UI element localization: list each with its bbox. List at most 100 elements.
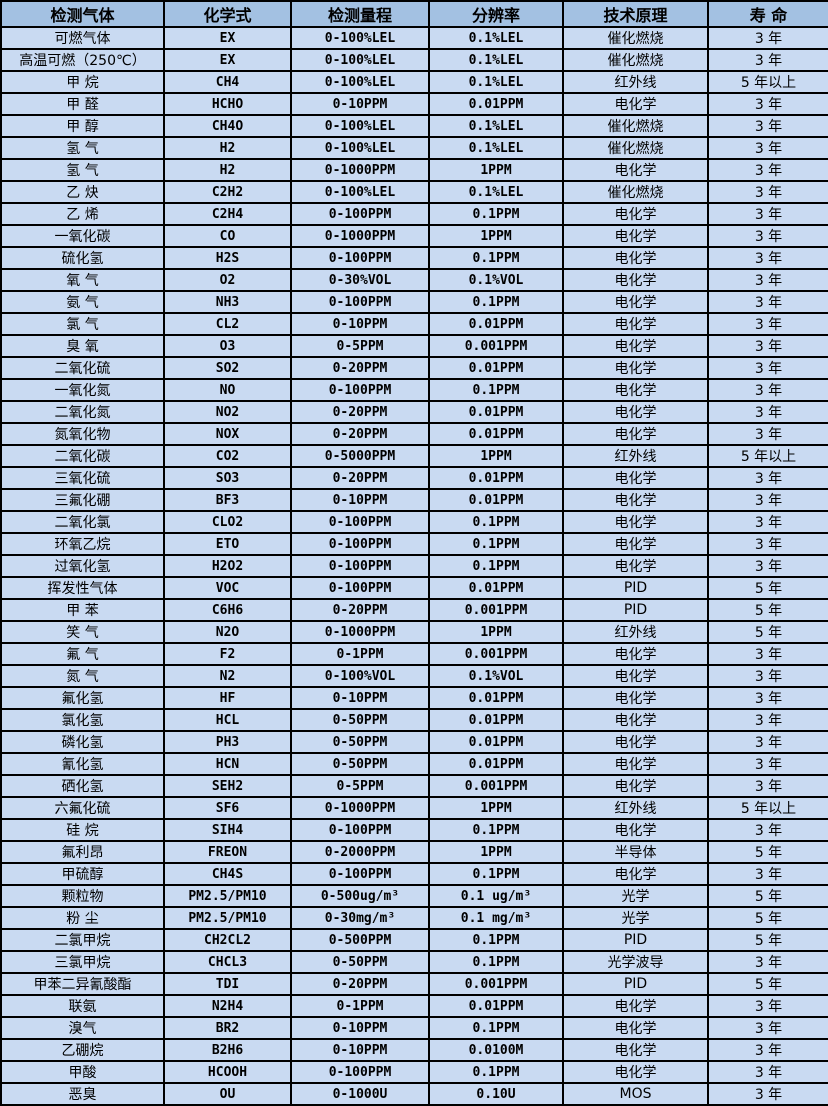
principle-cell: PID xyxy=(562,576,709,600)
gas-name-cell: 甲苯二异氰酸酯 xyxy=(0,972,165,996)
principle-cell: 电化学 xyxy=(562,686,709,710)
gas-name-cell: 粉 尘 xyxy=(0,906,165,930)
formula-cell: PH3 xyxy=(163,730,292,754)
formula-cell: HCN xyxy=(163,752,292,776)
range-cell: 0-100PPM xyxy=(290,576,430,600)
resolution-cell: 0.1PPM xyxy=(428,1016,564,1040)
table-row: 一氧化碳 CO 0-1000PPM 1PPM 电化学 3 年 xyxy=(0,224,828,248)
lifespan-cell: 5 年 xyxy=(707,598,828,622)
lifespan-cell: 3 年 xyxy=(707,422,828,446)
gas-name-cell: 笑 气 xyxy=(0,620,165,644)
lifespan-cell: 3 年 xyxy=(707,26,828,50)
header-range: 检测量程 xyxy=(290,0,430,28)
table-row: 氯 气 CL2 0-10PPM 0.01PPM 电化学 3 年 xyxy=(0,312,828,336)
range-cell: 0-10PPM xyxy=(290,1016,430,1040)
range-cell: 0-5PPM xyxy=(290,334,430,358)
lifespan-cell: 5 年 xyxy=(707,972,828,996)
principle-cell: 电化学 xyxy=(562,224,709,248)
formula-cell: BR2 xyxy=(163,1016,292,1040)
table-row: 甲苯二异氰酸酯 TDI 0-20PPM 0.001PPM PID 5 年 xyxy=(0,972,828,996)
gas-name-cell: 二氧化氯 xyxy=(0,510,165,534)
gas-name-cell: 一氧化碳 xyxy=(0,224,165,248)
formula-cell: CH4 xyxy=(163,70,292,94)
formula-cell: SO3 xyxy=(163,466,292,490)
principle-cell: PID xyxy=(562,928,709,952)
gas-name-cell: 恶臭 xyxy=(0,1082,165,1106)
gas-name-cell: 氟 气 xyxy=(0,642,165,666)
resolution-cell: 0.001PPM xyxy=(428,972,564,996)
gas-name-cell: 乙硼烷 xyxy=(0,1038,165,1062)
range-cell: 0-50PPM xyxy=(290,708,430,732)
resolution-cell: 0.1PPM xyxy=(428,246,564,270)
table-row: 二氧化硫 SO2 0-20PPM 0.01PPM 电化学 3 年 xyxy=(0,356,828,380)
table-row: 笑 气 N2O 0-1000PPM 1PPM 红外线 5 年 xyxy=(0,620,828,644)
table-row: 硒化氢 SEH2 0-5PPM 0.001PPM 电化学 3 年 xyxy=(0,774,828,798)
principle-cell: 电化学 xyxy=(562,862,709,886)
principle-cell: 电化学 xyxy=(562,532,709,556)
lifespan-cell: 3 年 xyxy=(707,290,828,314)
principle-cell: 电化学 xyxy=(562,708,709,732)
principle-cell: 电化学 xyxy=(562,818,709,842)
range-cell: 0-500ug/m³ xyxy=(290,884,430,908)
table-row: 氰化氢 HCN 0-50PPM 0.01PPM 电化学 3 年 xyxy=(0,752,828,776)
formula-cell: C6H6 xyxy=(163,598,292,622)
range-cell: 0-500PPM xyxy=(290,928,430,952)
resolution-cell: 0.1 mg/m³ xyxy=(428,906,564,930)
range-cell: 0-100PPM xyxy=(290,202,430,226)
table-row: 氨 气 NH3 0-100PPM 0.1PPM 电化学 3 年 xyxy=(0,290,828,314)
table-row: 甲 醇 CH4O 0-100%LEL 0.1%LEL 催化燃烧 3 年 xyxy=(0,114,828,138)
table-row: 硫化氢 H2S 0-100PPM 0.1PPM 电化学 3 年 xyxy=(0,246,828,270)
lifespan-cell: 5 年以上 xyxy=(707,444,828,468)
lifespan-cell: 5 年以上 xyxy=(707,796,828,820)
range-cell: 0-10PPM xyxy=(290,1038,430,1062)
lifespan-cell: 3 年 xyxy=(707,994,828,1018)
formula-cell: VOC xyxy=(163,576,292,600)
principle-cell: 光学 xyxy=(562,884,709,908)
resolution-cell: 0.001PPM xyxy=(428,598,564,622)
lifespan-cell: 3 年 xyxy=(707,400,828,424)
range-cell: 0-100PPM xyxy=(290,510,430,534)
lifespan-cell: 3 年 xyxy=(707,1016,828,1040)
table-row: 臭 氧 O3 0-5PPM 0.001PPM 电化学 3 年 xyxy=(0,334,828,358)
table-row: 氯化氢 HCL 0-50PPM 0.01PPM 电化学 3 年 xyxy=(0,708,828,732)
principle-cell: 电化学 xyxy=(562,730,709,754)
lifespan-cell: 3 年 xyxy=(707,510,828,534)
range-cell: 0-10PPM xyxy=(290,92,430,116)
principle-cell: 电化学 xyxy=(562,400,709,424)
formula-cell: NO xyxy=(163,378,292,402)
table-row: 氧 气 O2 0-30%VOL 0.1%VOL 电化学 3 年 xyxy=(0,268,828,292)
range-cell: 0-100%LEL xyxy=(290,70,430,94)
formula-cell: OU xyxy=(163,1082,292,1106)
table-row: 高温可燃（250℃） EX 0-100%LEL 0.1%LEL 催化燃烧 3 年 xyxy=(0,48,828,72)
principle-cell: 电化学 xyxy=(562,554,709,578)
table-row: 六氟化硫 SF6 0-1000PPM 1PPM 红外线 5 年以上 xyxy=(0,796,828,820)
lifespan-cell: 3 年 xyxy=(707,686,828,710)
gas-name-cell: 硅 烷 xyxy=(0,818,165,842)
resolution-cell: 0.01PPM xyxy=(428,994,564,1018)
formula-cell: O3 xyxy=(163,334,292,358)
formula-cell: SIH4 xyxy=(163,818,292,842)
gas-name-cell: 高温可燃（250℃） xyxy=(0,48,165,72)
table-row: 磷化氢 PH3 0-50PPM 0.01PPM 电化学 3 年 xyxy=(0,730,828,754)
formula-cell: B2H6 xyxy=(163,1038,292,1062)
lifespan-cell: 3 年 xyxy=(707,1082,828,1106)
gas-name-cell: 甲 苯 xyxy=(0,598,165,622)
resolution-cell: 1PPM xyxy=(428,840,564,864)
formula-cell: CO2 xyxy=(163,444,292,468)
principle-cell: 电化学 xyxy=(562,994,709,1018)
range-cell: 0-5000PPM xyxy=(290,444,430,468)
lifespan-cell: 5 年 xyxy=(707,906,828,930)
gas-name-cell: 氟化氢 xyxy=(0,686,165,710)
lifespan-cell: 3 年 xyxy=(707,818,828,842)
formula-cell: C2H4 xyxy=(163,202,292,226)
resolution-cell: 0.1PPM xyxy=(428,950,564,974)
principle-cell: PID xyxy=(562,972,709,996)
gas-name-cell: 三氧化硫 xyxy=(0,466,165,490)
table-row: 氟 气 F2 0-1PPM 0.001PPM 电化学 3 年 xyxy=(0,642,828,666)
table-row: 乙 炔 C2H2 0-100%LEL 0.1%LEL 催化燃烧 3 年 xyxy=(0,180,828,204)
resolution-cell: 0.1%LEL xyxy=(428,70,564,94)
formula-cell: NOX xyxy=(163,422,292,446)
formula-cell: NH3 xyxy=(163,290,292,314)
lifespan-cell: 3 年 xyxy=(707,1038,828,1062)
resolution-cell: 0.01PPM xyxy=(428,576,564,600)
